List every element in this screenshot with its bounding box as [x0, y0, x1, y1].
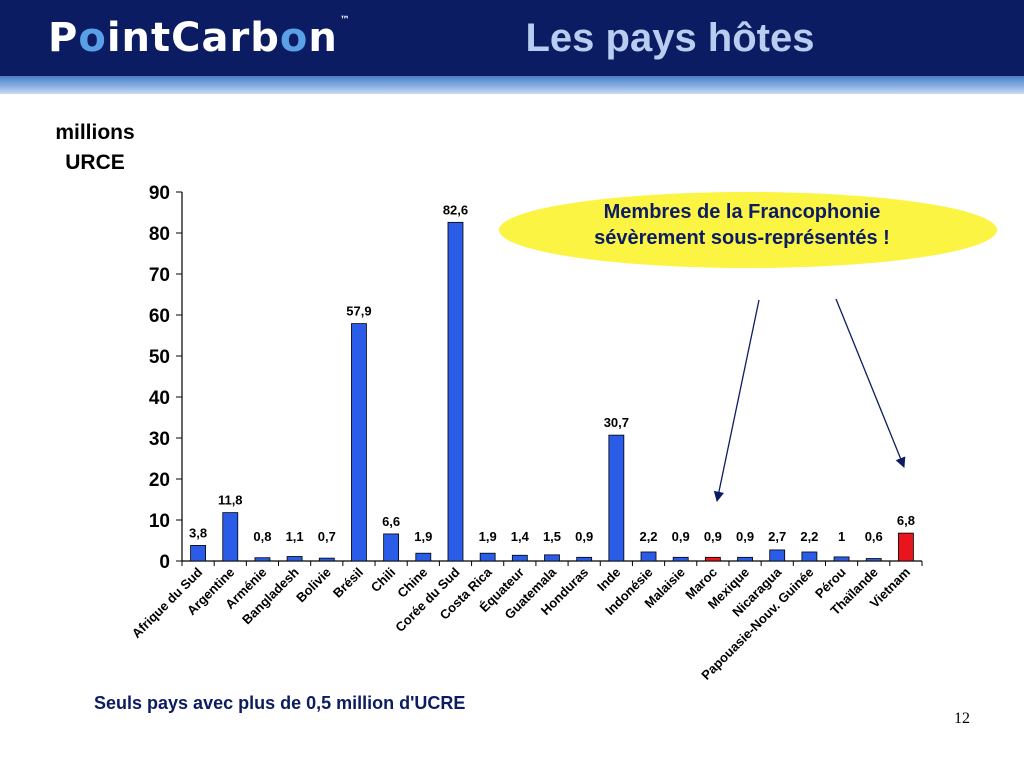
- callout-arrow-vietnam: [835, 298, 906, 468]
- slide-number: 12: [954, 710, 970, 727]
- y-tick-label-5: 50: [149, 347, 170, 368]
- data-label-18: 2,7: [768, 529, 786, 544]
- data-label-3: 1,1: [286, 529, 304, 544]
- data-label-1: 11,8: [218, 493, 243, 508]
- data-label-14: 2,2: [639, 529, 657, 544]
- data-label-21: 0,6: [865, 529, 883, 544]
- data-label-0: 3,8: [189, 525, 207, 540]
- y-axis-label-line1: millions: [55, 121, 135, 144]
- y-tick-label-1: 10: [149, 511, 170, 532]
- bar-3: [286, 556, 303, 562]
- y-tick-label-7: 70: [149, 265, 170, 286]
- logo-text-arb: arb: [201, 15, 280, 61]
- header-bar: [0, 0, 1024, 76]
- bar-15: [672, 556, 689, 562]
- logo-text-int: int: [106, 15, 172, 61]
- bar-22: [898, 532, 914, 562]
- bar-7: [415, 552, 432, 562]
- bar-19: [801, 551, 818, 562]
- data-label-16: 0,9: [704, 529, 722, 544]
- y-tick-label-0: 0: [159, 552, 170, 573]
- callout-line2: sévèrement sous-représentés !: [594, 227, 890, 249]
- y-tick-label-6: 60: [149, 306, 170, 327]
- header-gradient-rule: [0, 76, 1024, 94]
- bar-14: [640, 551, 657, 562]
- callout-arrow-maroc: [713, 299, 760, 503]
- bar-6: [383, 533, 400, 562]
- y-tick-label-4: 40: [149, 388, 170, 409]
- logo-trademark: ™: [339, 15, 351, 26]
- callout-text: Membres de la Francophonie sévèrement so…: [499, 199, 985, 251]
- data-label-4: 0,7: [318, 529, 336, 544]
- bar-12: [576, 556, 593, 562]
- callout-line1: Membres de la Francophonie: [603, 201, 881, 223]
- bar-8: [447, 221, 464, 562]
- bar-9: [479, 552, 496, 562]
- bar-2: [254, 557, 271, 562]
- data-label-11: 1,5: [543, 529, 561, 544]
- footnote: Seuls pays avec plus de 0,5 million d'UC…: [94, 693, 466, 713]
- data-label-5: 57,9: [346, 304, 371, 319]
- data-label-8: 82,6: [443, 202, 468, 217]
- data-label-9: 1,9: [479, 529, 497, 544]
- y-tick-label-3: 30: [149, 429, 170, 450]
- data-label-7: 1,9: [414, 529, 432, 544]
- y-tick-label-2: 20: [149, 470, 170, 491]
- data-label-19: 2,2: [800, 529, 818, 544]
- bar-1: [222, 512, 239, 562]
- category-label-5: Brésil: [330, 565, 366, 601]
- data-label-17: 0,9: [736, 529, 754, 544]
- logo-letter-c: C: [171, 15, 202, 61]
- category-label-4: Bolivie: [293, 565, 334, 606]
- data-label-10: 1,4: [511, 529, 530, 544]
- y-tick-label-8: 80: [149, 224, 170, 245]
- bar-21: [865, 558, 882, 562]
- logo-letter-o: o: [78, 15, 107, 61]
- bar-0: [190, 545, 206, 562]
- y-axis-label: millions URCE: [40, 118, 150, 178]
- data-label-20: 1: [838, 529, 845, 544]
- data-label-13: 30,7: [604, 415, 629, 430]
- data-label-22: 6,8: [897, 513, 915, 528]
- bar-16: [704, 556, 721, 562]
- y-axis-label-line2: URCE: [65, 151, 125, 174]
- logo-letter-p: P: [48, 15, 79, 61]
- bar-13: [608, 434, 625, 562]
- bar-20: [833, 556, 850, 562]
- y-tick-label-9: 90: [149, 183, 170, 204]
- bar-18: [769, 549, 786, 562]
- logo-letter-o2: o: [279, 15, 309, 61]
- bar-4: [318, 557, 335, 562]
- data-label-2: 0,8: [253, 529, 271, 544]
- callout-ellipse: [499, 192, 997, 268]
- pointcarbon-logo: PointCarbon ™: [48, 14, 351, 62]
- data-label-6: 6,6: [382, 514, 400, 529]
- data-label-15: 0,9: [672, 529, 690, 544]
- bar-11: [544, 554, 560, 562]
- bar-10: [511, 554, 528, 562]
- logo-letter-n: n: [308, 15, 338, 61]
- data-label-12: 0,9: [575, 529, 593, 544]
- bar-5: [351, 323, 367, 562]
- slide-title: Les pays hôtes: [525, 16, 815, 60]
- bar-17: [737, 556, 753, 562]
